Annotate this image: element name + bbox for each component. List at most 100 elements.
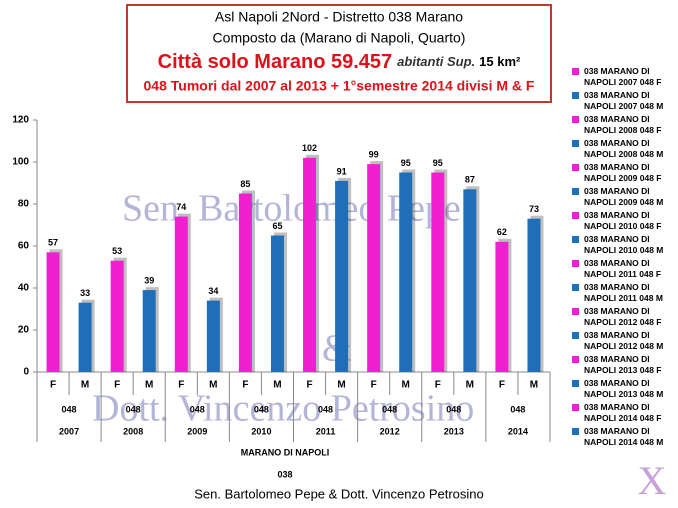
y-tick-label: 120 [12,115,29,126]
bar [399,172,413,372]
legend-entry: 038 MARANO DI NAPOLI 2013 048 F [570,354,678,378]
value-label: 87 [465,175,475,185]
title-city: Città solo Marano 59.457 [158,51,393,73]
legend-label: 038 MARANO DI NAPOLI 2009 048 M [584,186,664,207]
group-label: 048 [446,404,461,414]
value-label: 95 [433,158,443,168]
title-city-area: 15 km² [479,54,521,69]
footer: Sen. Bartolomeo Pepe & Dott. Vincenzo Pe… [194,486,484,501]
group-label: 048 [382,404,397,414]
legend-swatch [572,260,579,267]
bar [270,235,284,372]
title: Composto da (Marano di Napoli, Quarto) [213,30,466,46]
x-tick-label: F [114,380,120,391]
bar [431,172,445,372]
legend-label: 038 MARANO DI NAPOLI 2009 048 F [584,162,662,183]
legend-entry: 038 MARANO DI NAPOLI 2011 048 M [570,282,678,306]
x-tick-label: F [242,380,248,391]
group-label: 048 [190,404,205,414]
value-label: 53 [112,246,122,256]
legend-label: 038 MARANO DI NAPOLI 2011 048 F [584,258,662,279]
value-label: 62 [497,227,507,237]
legend-label: 038 MARANO DI NAPOLI 2010 048 M [584,234,664,255]
y-tick-label: 80 [18,199,30,210]
legend-entry: 038 MARANO DI NAPOLI 2007 048 F [570,66,678,90]
legend-label: 038 MARANO DI NAPOLI 2014 048 M [584,426,664,447]
legend-swatch [572,236,579,243]
x-tick-label: F [50,380,56,391]
legend-label: 038 MARANO DI NAPOLI 2007 048 F [584,66,662,87]
legend-label: 038 MARANO DI NAPOLI 2011 048 M [584,282,663,303]
legend-swatch [572,404,579,411]
value-label: 85 [240,179,250,189]
bar [335,180,349,372]
bar [495,241,509,372]
y-tick-label: 20 [18,325,30,336]
legend-entry: 038 MARANO DI NAPOLI 2014 048 M [570,426,678,450]
x-tick-label: F [178,380,184,391]
group-label: 048 [510,404,525,414]
x-tick-label: M [145,380,153,391]
axis-title: 038 [277,469,292,479]
legend-label: 038 MARANO DI NAPOLI 2010 048 F [584,210,662,231]
legend-entry: 038 MARANO DI NAPOLI 2012 048 M [570,330,678,354]
legend-label: 038 MARANO DI NAPOLI 2013 048 M [584,378,664,399]
bar [78,302,92,372]
x-tick-label: M [81,380,89,391]
bar [46,252,60,372]
legend-swatch [572,116,579,123]
legend-entry: 038 MARANO DI NAPOLI 2009 048 M [570,186,678,210]
legend-swatch [572,188,579,195]
y-tick-label: 0 [23,367,29,378]
year-label: 2013 [444,426,464,436]
year-label: 2014 [508,426,528,436]
x-tick-label: F [306,380,312,391]
legend-label: 038 MARANO DI NAPOLI 2014 048 F [584,402,662,423]
title-city-note: abitanti Sup. [397,54,475,69]
value-label: 95 [401,158,411,168]
year-label: 2009 [187,426,207,436]
legend-label: 038 MARANO DI NAPOLI 2007 048 M [584,90,664,111]
bar [527,218,541,372]
legend-entry: 038 MARANO DI NAPOLI 2010 048 M [570,234,678,258]
legend-swatch [572,428,579,435]
legend-entry: 038 MARANO DI NAPOLI 2009 048 F [570,162,678,186]
value-label: 57 [48,238,58,248]
value-label: 99 [369,149,379,159]
legend-swatch [572,92,579,99]
bar [142,290,156,372]
value-label: 33 [80,288,90,298]
year-label: 2008 [123,426,143,436]
subtitle: 048 Tumori dal 2007 al 2013 + 1°semestre… [144,78,535,94]
axis-title: MARANO DI NAPOLI [241,447,330,457]
watermark: Dott. Vincenzo Petrosino [92,388,474,430]
y-tick-label: 100 [12,157,29,168]
bar [303,157,317,372]
y-tick-label: 60 [18,241,30,252]
x-tick-label: F [499,380,505,391]
value-label: 74 [176,202,186,212]
x-tick-label: M [209,380,217,391]
legend-swatch [572,68,579,75]
year-label: 2011 [316,426,336,436]
value-label: 65 [272,221,282,231]
x-tick-label: M [530,380,538,391]
legend-swatch [572,140,579,147]
x-tick-label: M [273,380,281,391]
bar [238,193,252,372]
legend-swatch [572,284,579,291]
legend-swatch [572,380,579,387]
x-tick-label: M [402,380,410,391]
bar [367,164,381,372]
legend-label: 038 MARANO DI NAPOLI 2013 048 F [584,354,662,375]
y-tick-label: 40 [18,283,30,294]
legend-label: 038 MARANO DI NAPOLI 2008 048 F [584,114,662,135]
title-city: Città solo Marano 59.457 abitanti Sup. 15 … [158,51,521,73]
legend-entry: 038 MARANO DI NAPOLI 2010 048 F [570,210,678,234]
legend-swatch [572,332,579,339]
x-tick-label: F [435,380,441,391]
group-label: 048 [318,404,333,414]
group-label: 048 [62,404,77,414]
value-label: 39 [144,275,154,285]
